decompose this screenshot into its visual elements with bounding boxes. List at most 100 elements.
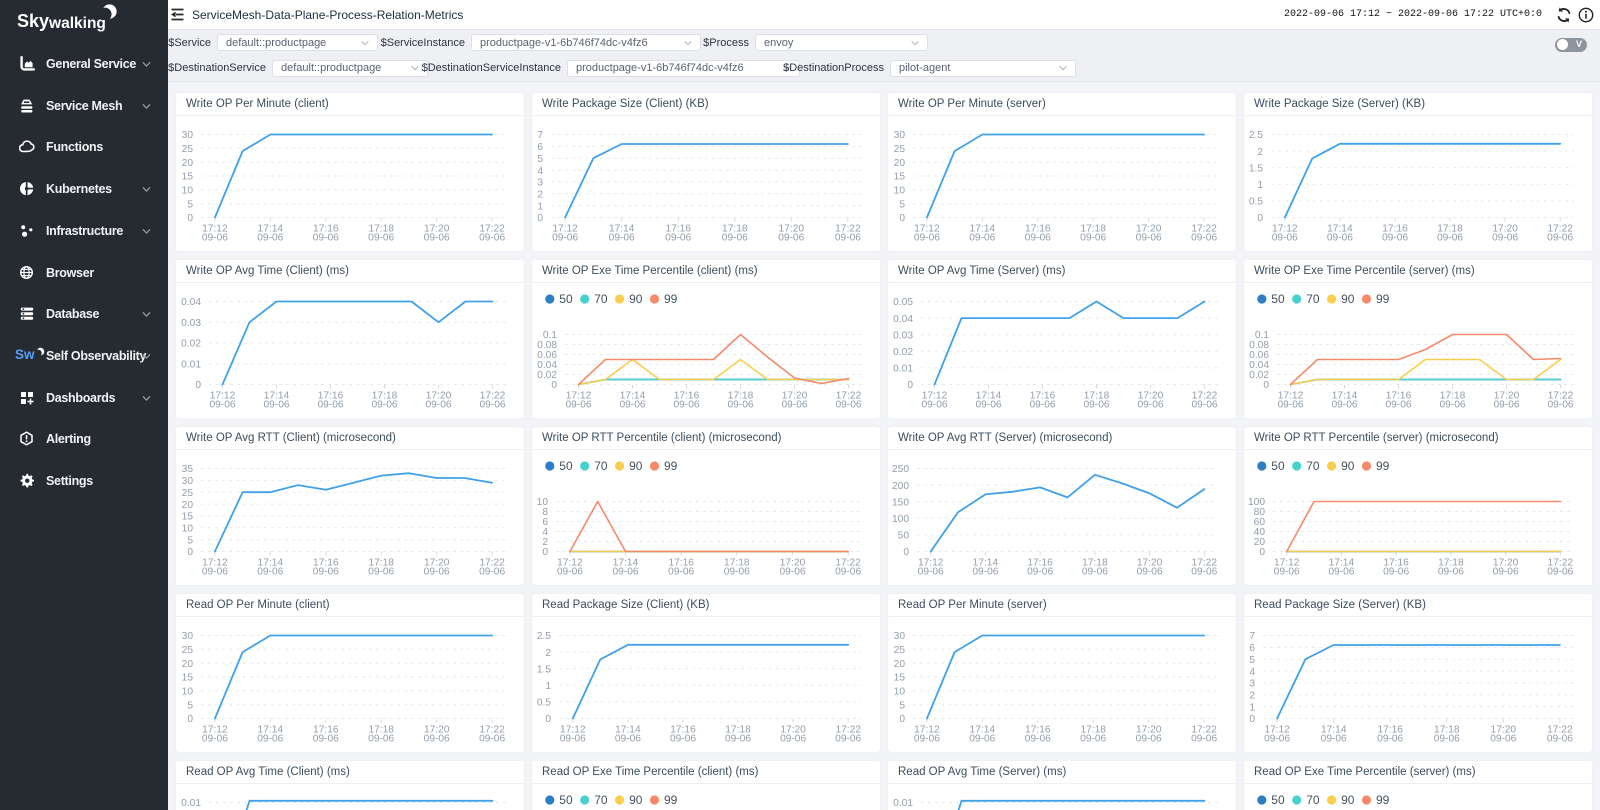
- svg-text:17:12: 17:12: [566, 391, 592, 402]
- svg-text:17:20: 17:20: [779, 224, 805, 235]
- svg-text:50: 50: [1271, 292, 1285, 306]
- svg-text:17:22: 17:22: [480, 391, 506, 402]
- svg-text:17:16: 17:16: [1383, 558, 1409, 569]
- svg-text:70: 70: [594, 292, 608, 306]
- svg-text:17:12: 17:12: [914, 725, 940, 736]
- svg-text:99: 99: [664, 793, 678, 807]
- svg-text:10: 10: [537, 497, 549, 508]
- svg-text:09-06: 09-06: [479, 400, 505, 411]
- svg-text:17:18: 17:18: [368, 558, 394, 569]
- svg-text:0: 0: [1257, 213, 1263, 224]
- svg-text:17:14: 17:14: [620, 391, 646, 402]
- svg-text:17:12: 17:12: [1264, 725, 1290, 736]
- svg-text:09-06: 09-06: [1191, 233, 1217, 244]
- svg-text:0.02: 0.02: [181, 339, 201, 350]
- svg-text:6: 6: [542, 517, 548, 528]
- svg-text:09-06: 09-06: [914, 233, 940, 244]
- svg-text:25: 25: [894, 645, 906, 656]
- svg-text:09-06: 09-06: [1136, 734, 1162, 745]
- svg-text:0.01: 0.01: [181, 798, 201, 809]
- svg-text:3: 3: [537, 178, 543, 189]
- svg-text:17:14: 17:14: [1327, 224, 1353, 235]
- svg-text:09-06: 09-06: [1272, 233, 1298, 244]
- svg-text:17:12: 17:12: [560, 725, 586, 736]
- svg-text:17:16: 17:16: [1025, 224, 1051, 235]
- svg-text:17:22: 17:22: [1548, 391, 1574, 402]
- svg-text:100: 100: [1248, 497, 1265, 508]
- svg-text:17:12: 17:12: [210, 391, 236, 402]
- svg-text:09-06: 09-06: [780, 734, 806, 745]
- svg-text:09-06: 09-06: [619, 400, 645, 411]
- svg-text:09-06: 09-06: [609, 233, 635, 244]
- svg-text:50: 50: [1271, 793, 1285, 807]
- svg-text:17:12: 17:12: [202, 558, 228, 569]
- svg-text:17:16: 17:16: [665, 224, 691, 235]
- svg-text:17:20: 17:20: [1492, 224, 1518, 235]
- svg-text:09-06: 09-06: [918, 567, 944, 578]
- svg-text:09-06: 09-06: [557, 567, 583, 578]
- svg-text:0.08: 0.08: [537, 340, 557, 351]
- svg-text:4: 4: [537, 166, 543, 177]
- svg-text:10: 10: [894, 186, 906, 197]
- svg-text:0: 0: [899, 213, 905, 224]
- svg-text:0.04: 0.04: [181, 297, 201, 308]
- svg-text:0: 0: [899, 714, 905, 725]
- svg-text:17:12: 17:12: [1272, 224, 1298, 235]
- svg-text:0.06: 0.06: [537, 350, 557, 361]
- svg-text:30: 30: [894, 130, 906, 141]
- svg-text:09-06: 09-06: [479, 734, 505, 745]
- svg-text:09-06: 09-06: [1029, 400, 1055, 411]
- svg-text:17:20: 17:20: [1494, 391, 1520, 402]
- svg-text:0: 0: [1263, 380, 1269, 391]
- svg-text:09-06: 09-06: [722, 233, 748, 244]
- svg-text:1: 1: [545, 681, 551, 692]
- svg-text:25: 25: [182, 144, 194, 155]
- svg-text:17:22: 17:22: [835, 725, 861, 736]
- svg-text:17:22: 17:22: [1191, 224, 1217, 235]
- svg-text:4: 4: [542, 527, 548, 538]
- svg-text:17:12: 17:12: [552, 224, 578, 235]
- svg-text:0.5: 0.5: [1249, 197, 1263, 208]
- svg-text:90: 90: [1341, 459, 1355, 473]
- svg-text:0.1: 0.1: [1255, 330, 1269, 341]
- svg-text:09-06: 09-06: [424, 233, 450, 244]
- svg-text:09-06: 09-06: [1331, 400, 1357, 411]
- svg-text:17:22: 17:22: [1192, 391, 1218, 402]
- svg-text:17:20: 17:20: [780, 725, 806, 736]
- svg-text:5: 5: [899, 700, 905, 711]
- svg-text:0: 0: [551, 380, 557, 391]
- svg-text:17:20: 17:20: [1491, 725, 1517, 736]
- svg-text:17:14: 17:14: [1321, 725, 1347, 736]
- svg-text:17:18: 17:18: [368, 224, 394, 235]
- svg-text:09-06: 09-06: [368, 734, 394, 745]
- svg-text:09-06: 09-06: [1083, 400, 1109, 411]
- svg-text:15: 15: [894, 673, 906, 684]
- svg-text:17:14: 17:14: [609, 224, 635, 235]
- svg-text:0: 0: [537, 213, 543, 224]
- svg-text:15: 15: [182, 512, 194, 523]
- svg-text:17:14: 17:14: [1329, 558, 1355, 569]
- svg-text:09-06: 09-06: [1439, 400, 1465, 411]
- svg-text:100: 100: [892, 514, 909, 525]
- svg-text:80: 80: [1254, 507, 1266, 518]
- svg-text:3: 3: [1249, 679, 1255, 690]
- svg-text:0: 0: [1249, 714, 1255, 725]
- svg-text:09-06: 09-06: [1027, 567, 1053, 578]
- svg-text:09-06: 09-06: [835, 734, 861, 745]
- svg-text:25: 25: [182, 488, 194, 499]
- svg-text:09-06: 09-06: [972, 567, 998, 578]
- svg-text:09-06: 09-06: [1277, 400, 1303, 411]
- svg-text:0: 0: [903, 547, 909, 558]
- svg-text:0.08: 0.08: [1249, 340, 1269, 351]
- svg-text:2: 2: [1249, 691, 1255, 702]
- svg-text:17:22: 17:22: [835, 558, 861, 569]
- svg-text:17:16: 17:16: [318, 391, 344, 402]
- svg-text:60: 60: [1254, 517, 1266, 528]
- svg-text:17:18: 17:18: [1080, 224, 1106, 235]
- svg-text:99: 99: [664, 292, 678, 306]
- svg-text:20: 20: [894, 659, 906, 670]
- svg-text:09-06: 09-06: [368, 233, 394, 244]
- svg-text:17:20: 17:20: [1136, 725, 1162, 736]
- svg-text:09-06: 09-06: [424, 734, 450, 745]
- svg-text:70: 70: [1306, 292, 1320, 306]
